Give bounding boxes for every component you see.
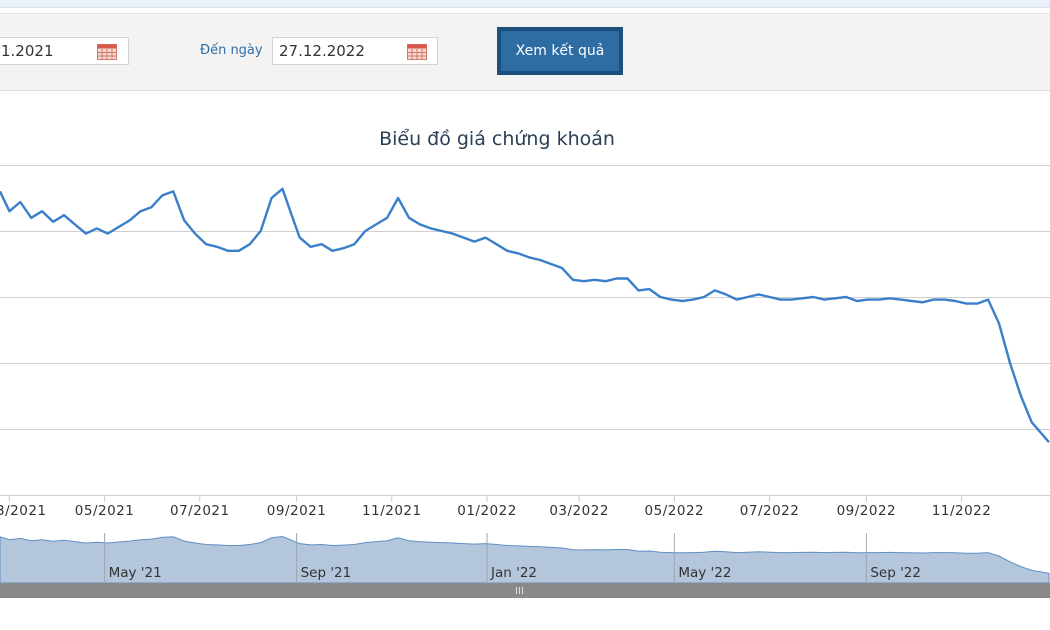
x-axis-ticks	[8, 495, 963, 502]
x-tick-label: 05/2022	[645, 503, 705, 519]
to-date-field[interactable]: 27.12.2022	[272, 37, 438, 65]
to-date-label: Đến ngày	[200, 43, 263, 58]
scrollbar-grip-icon[interactable]	[516, 587, 523, 594]
x-tick-label: 11/2021	[362, 503, 422, 519]
to-date-value: 27.12.2022	[279, 42, 365, 60]
stock-price-chart: Biểu đồ giá chứng khoán 3/2021 05/2021 07/…	[0, 128, 1050, 598]
grid-lines	[0, 165, 1050, 496]
from-date-value: 1.2021	[1, 42, 54, 60]
date-filter-bar: 1.2021 Đến ngày 27.12.2022 Xem kết quả	[0, 13, 1050, 91]
navigator-label: Sep '21	[301, 565, 352, 581]
chart-title: Biểu đồ giá chứng khoán	[379, 128, 615, 150]
x-tick-label: 07/2021	[170, 503, 230, 519]
x-tick-label: 3/2021	[0, 503, 47, 519]
x-axis-labels: 3/2021 05/2021 07/2021 09/2021 11/2021 01/202…	[0, 503, 991, 519]
navigator-label: Sep '22	[870, 565, 921, 581]
x-tick-label: 09/2021	[267, 503, 327, 519]
view-results-button[interactable]: Xem kết quả	[497, 27, 623, 75]
price-series-line	[0, 187, 1050, 443]
x-tick-label: 05/2021	[75, 503, 135, 519]
from-date-field[interactable]: 1.2021	[0, 37, 129, 65]
range-navigator[interactable]: May '21 Sep '21 Jan '22 May '22 Sep '22	[0, 533, 1050, 598]
x-tick-label: 09/2022	[837, 503, 897, 519]
x-tick-label: 07/2022	[740, 503, 800, 519]
navigator-labels: May '21 Sep '21 Jan '22 May '22 Sep '22	[109, 565, 921, 581]
x-tick-label: 11/2022	[932, 503, 992, 519]
calendar-icon[interactable]	[407, 43, 427, 60]
x-tick-label: 03/2022	[549, 503, 609, 519]
navigator-label: May '22	[678, 565, 731, 581]
navigator-scrollbar[interactable]	[0, 583, 1050, 598]
x-tick-label: 01/2022	[457, 503, 517, 519]
navigator-ticks	[104, 533, 867, 583]
navigator-label: May '21	[109, 565, 162, 581]
navigator-label: Jan '22	[490, 565, 537, 581]
calendar-icon[interactable]	[97, 43, 117, 60]
navigator-area	[0, 535, 1050, 584]
top-strip	[0, 0, 1050, 8]
